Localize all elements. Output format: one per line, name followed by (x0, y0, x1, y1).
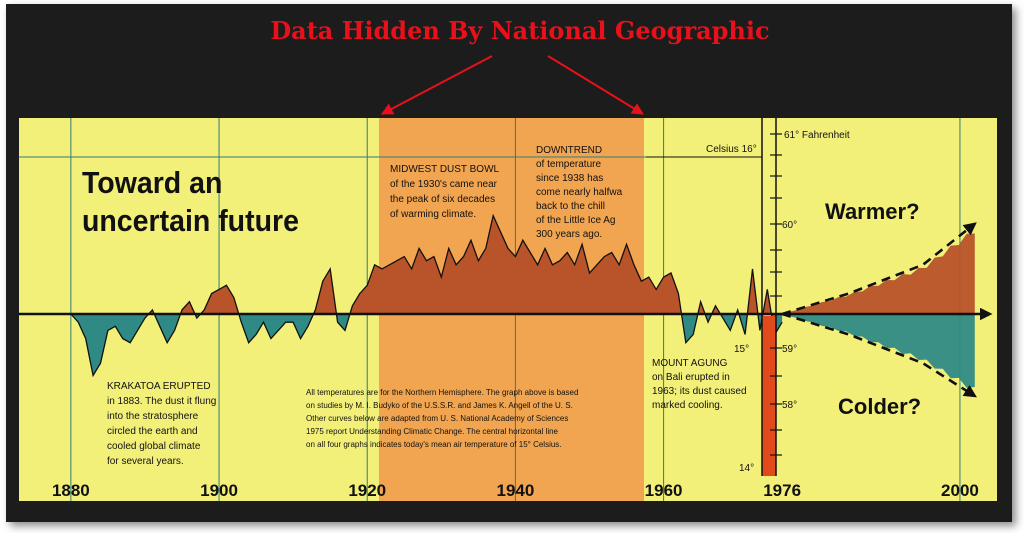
warm-area-6 (200, 285, 239, 314)
svg-text:300 years ago.: 300 years ago. (536, 229, 602, 240)
scale-label-61f: 61° Fahrenheit (784, 130, 850, 141)
source-note: All temperatures are for the Northern He… (306, 388, 578, 449)
warm-area-10 (349, 215, 682, 314)
svg-text:1975 report Understanding Clim: 1975 report Understanding Climatic Chang… (306, 427, 559, 436)
warmer-projection-line (781, 222, 977, 316)
projection-areas (781, 222, 977, 398)
x-tick-1940: 1940 (496, 481, 534, 500)
svg-text:for several years.: for several years. (107, 456, 184, 467)
x-tick-1976: 1976 (763, 481, 801, 500)
banner-arrow-left (380, 55, 493, 115)
chart-title-line-2: uncertain future (82, 204, 299, 238)
chart-title-line-1: Toward an (82, 166, 222, 200)
cool-area-3 (154, 314, 181, 343)
svg-text:since 1938 has: since 1938 has (536, 173, 603, 184)
svg-text:KRAKATOA ERUPTED: KRAKATOA ERUPTED (107, 381, 211, 392)
cool-area-11 (681, 314, 698, 343)
svg-text:into the stratosphere: into the stratosphere (107, 411, 199, 422)
svg-text:on Bali erupted in: on Bali erupted in (652, 372, 730, 383)
svg-text:All temperatures are for the N: All temperatures are for the Northern He… (306, 388, 578, 397)
svg-text:marked cooling.: marked cooling. (652, 400, 723, 411)
warm-area-14 (711, 305, 721, 314)
cool-area-9 (336, 314, 350, 331)
banner-title: Data Hidden By National Geographic (270, 16, 769, 45)
scale-bar (762, 316, 776, 476)
scale-label-58f: 58° (782, 400, 797, 411)
annotation-mount-agung: MOUNT AGUNG on Bali erupted in 1963; its… (652, 358, 747, 411)
scale-label-15c: 15° (734, 344, 749, 355)
banner-arrow-right (547, 55, 645, 115)
annotation-downtrend: DOWNTREND of temperature since 1938 has … (536, 145, 623, 240)
scale-label-59f: 59° (782, 344, 797, 355)
warm-area-8 (313, 268, 337, 314)
scale-label-60f: 60° (782, 220, 797, 231)
svg-text:1963; its dust caused: 1963; its dust caused (652, 386, 747, 397)
scale-label-16c: Celsius 16° (706, 144, 757, 155)
svg-text:DOWNTREND: DOWNTREND (536, 145, 602, 156)
colder-projection-line (781, 312, 977, 398)
x-tick-1880: 1880 (52, 481, 90, 500)
annotation-krakatoa: KRAKATOA ERUPTED in 1883. The dust it fl… (107, 381, 216, 467)
warm-area-20 (762, 289, 772, 314)
svg-text:in 1883. The dust it flung: in 1883. The dust it flung (107, 396, 216, 407)
svg-text:MIDWEST DUST BOWL: MIDWEST DUST BOWL (390, 164, 500, 175)
x-tick-1960: 1960 (645, 481, 683, 500)
svg-text:of warming climate.: of warming climate. (390, 209, 476, 220)
warm-area-4 (180, 301, 195, 314)
x-tick-2000: 2000 (941, 481, 979, 500)
svg-text:on studies by M. I. Budyko of: on studies by M. I. Budyko of the U.S.S.… (306, 401, 573, 410)
cool-area-7 (238, 314, 314, 343)
anomaly-line (70, 213, 783, 378)
warm-area-12 (697, 301, 706, 314)
svg-text:circled the earth and: circled the earth and (107, 426, 198, 437)
colder-projection-area (782, 314, 975, 388)
svg-text:of the 1930's came near: of the 1930's came near (390, 179, 498, 190)
svg-text:back to the chill: back to the chill (536, 201, 605, 212)
svg-text:the peak of six decades: the peak of six decades (390, 194, 495, 205)
warmer-projection-area (782, 233, 975, 314)
x-tick-1920: 1920 (348, 481, 386, 500)
svg-text:Other curves below are adapted: Other curves below are adapted from U. S… (306, 414, 568, 423)
temperature-scale: 61° Fahrenheit Celsius 16° 60° 15° 59° 5… (646, 118, 850, 476)
x-axis-ticks: 1880 1900 1920 1940 1960 1976 2000 (52, 481, 979, 500)
scale-label-14c: 14° (739, 463, 754, 474)
svg-text:MOUNT AGUNG: MOUNT AGUNG (652, 358, 728, 369)
svg-text:come nearly halfwa: come nearly halfwa (536, 187, 623, 198)
projection-label-warmer: Warmer? (825, 199, 920, 224)
annotation-dust-bowl: MIDWEST DUST BOWL of the 1930's came nea… (390, 164, 500, 220)
svg-text:cooled global climate: cooled global climate (107, 441, 201, 452)
x-tick-1900: 1900 (200, 481, 238, 500)
cool-area-15 (720, 314, 737, 331)
cool-area-13 (705, 314, 712, 323)
svg-text:on all four graphs indicates t: on all four graphs indicates today's mea… (306, 440, 562, 449)
svg-text:of temperature: of temperature (536, 159, 601, 170)
warm-area-18 (747, 268, 758, 314)
projection-label-colder: Colder? (838, 394, 921, 419)
svg-text:of the Little Ice Ag: of the Little Ice Ag (536, 215, 616, 226)
